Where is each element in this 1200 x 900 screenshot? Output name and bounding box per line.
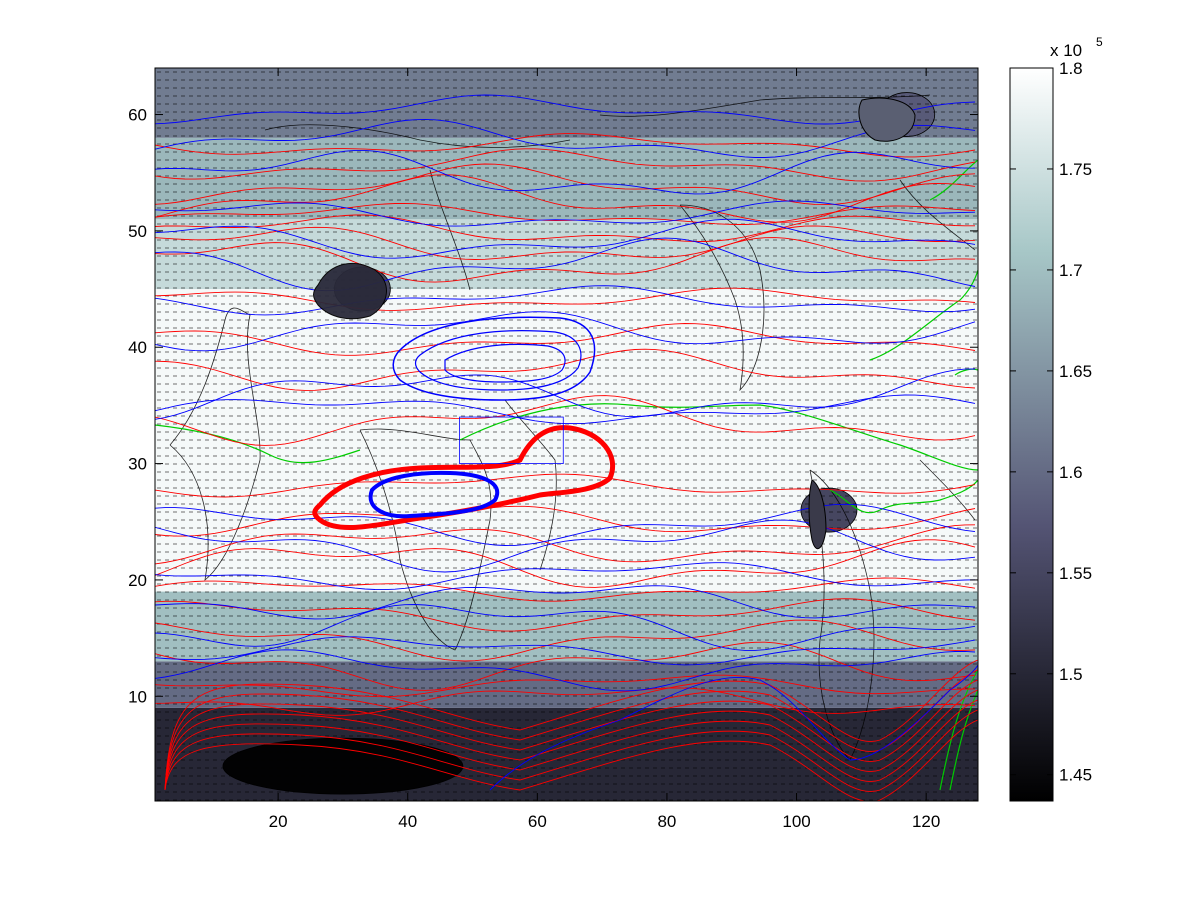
red-contour-line xyxy=(155,641,976,691)
blue-contour-line xyxy=(155,519,976,573)
blue-contour-line xyxy=(155,636,976,666)
blue-contour-line xyxy=(155,585,976,620)
colorbar-tick-label: 1.75 xyxy=(1059,160,1092,179)
wind-vector-field xyxy=(155,68,978,801)
y-tick-label: 40 xyxy=(128,338,147,357)
red-contour-line xyxy=(155,577,976,602)
colorbar-multiplier: x 10 xyxy=(1050,41,1082,60)
red-contour-line xyxy=(164,659,978,791)
blue-contour-line xyxy=(489,664,978,791)
blue-contour-line xyxy=(155,649,976,692)
blue-contour-line xyxy=(155,237,976,292)
red-contour-line xyxy=(164,679,978,791)
plot-frame xyxy=(154,67,979,802)
green-contours xyxy=(155,159,978,791)
colorbar-tick-label: 1.55 xyxy=(1059,564,1092,583)
y-tick-label: 30 xyxy=(128,455,147,474)
blue-contour-line xyxy=(155,149,976,195)
blue-contour-line xyxy=(155,503,976,546)
red-contour-line xyxy=(155,524,976,565)
blue-contour-line xyxy=(155,285,976,316)
plot-area xyxy=(155,68,978,801)
colorbar-tick-label: 1.65 xyxy=(1059,362,1092,381)
colorbar: 1.45 1.5 1.55 1.6 1.65 1.7 1.75 1.8 x 10 5 xyxy=(1009,35,1103,802)
red-contour-line xyxy=(155,287,976,311)
x-tick-label: 60 xyxy=(528,812,547,831)
colorbar-tick-label: 1.7 xyxy=(1059,261,1083,280)
red-contour-line xyxy=(155,473,976,498)
colorbar-gradient xyxy=(1009,67,1054,802)
red-contour-line xyxy=(155,225,976,260)
y-tick-label: 10 xyxy=(128,687,147,706)
red-contour-line xyxy=(164,689,978,791)
colorbar-exponent: 5 xyxy=(1096,35,1103,49)
red-contour-line xyxy=(155,505,976,537)
red-contour-line xyxy=(155,163,976,206)
x-tick-label: 120 xyxy=(912,812,940,831)
red-contour-line xyxy=(155,687,976,716)
y-tick-label: 60 xyxy=(128,106,147,125)
colorbar-tick-label: 1.8 xyxy=(1059,59,1083,78)
red-contour-line xyxy=(155,133,976,158)
x-tick-label: 20 xyxy=(269,812,288,831)
red-contour-line xyxy=(155,323,976,356)
blue-contour-line xyxy=(155,200,976,227)
red-contour-line xyxy=(164,699,978,791)
red-contour-line xyxy=(164,709,978,792)
blue-contour-line xyxy=(155,311,976,352)
blue-contour-line xyxy=(155,118,976,158)
y-tick-label: 20 xyxy=(128,571,147,590)
colorbar-tick-label: 1.5 xyxy=(1059,665,1083,684)
red-contour-line xyxy=(155,214,975,242)
red-contour-line xyxy=(155,598,976,632)
closed-features xyxy=(312,97,916,550)
x-tick-label: 80 xyxy=(657,812,676,831)
red-contour-line xyxy=(155,674,976,698)
blue-contour-line xyxy=(155,94,976,125)
blue-contour-line xyxy=(155,368,976,420)
blue-contour-line xyxy=(155,604,976,651)
red-contour-line xyxy=(155,148,976,182)
x-tick-label: 40 xyxy=(398,812,417,831)
red-contour-line xyxy=(155,395,976,446)
red-contours xyxy=(155,133,978,801)
x-axis: 20 40 60 80 100 120 xyxy=(269,68,940,831)
blue-contour-line xyxy=(155,562,976,591)
red-contour-line xyxy=(155,174,976,223)
y-axis: 10 20 30 40 50 60 xyxy=(128,106,978,706)
blue-contours xyxy=(155,94,978,791)
red-contour-line xyxy=(164,719,978,801)
y-tick-label: 50 xyxy=(128,222,147,241)
box-outline xyxy=(459,416,564,464)
blue-contour-line xyxy=(155,218,976,259)
colorbar-tick-label: 1.45 xyxy=(1059,766,1092,785)
blue-contour-line xyxy=(155,394,976,425)
colorbar-ticks: 1.45 1.5 1.55 1.6 1.65 1.7 1.75 1.8 xyxy=(1010,59,1092,785)
colorbar-tick-label: 1.6 xyxy=(1059,463,1083,482)
x-tick-label: 100 xyxy=(782,812,810,831)
red-contour-line xyxy=(155,203,976,225)
red-contour-line xyxy=(155,619,976,662)
red-contour-line xyxy=(155,237,976,283)
red-contour-line xyxy=(155,539,976,588)
